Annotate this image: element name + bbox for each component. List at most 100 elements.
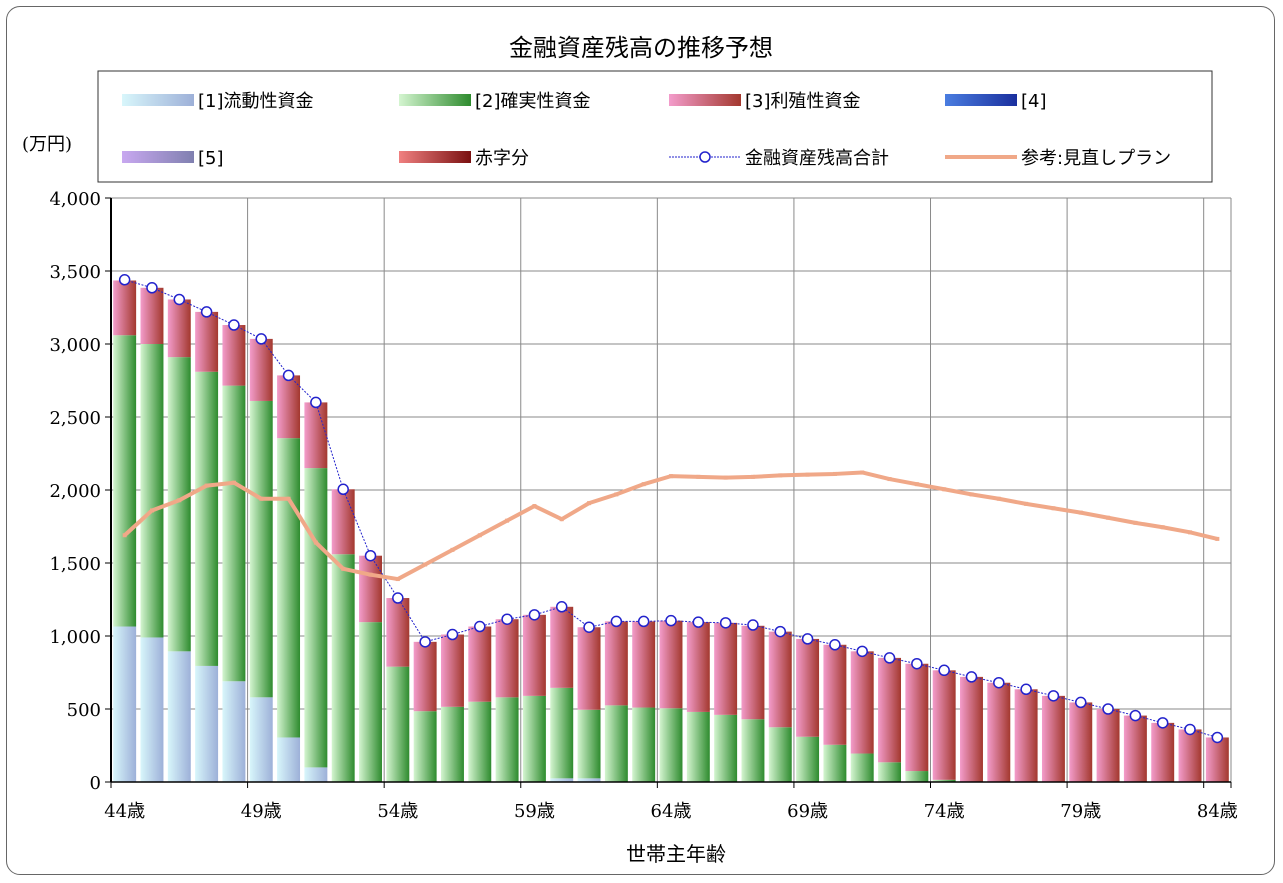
legend-item: [4] — [945, 91, 1047, 112]
bar-segment — [577, 778, 601, 782]
bar-segment — [331, 554, 355, 782]
data-point — [310, 396, 322, 409]
data-point — [204, 483, 209, 488]
data-point — [938, 664, 950, 677]
line-series — [122, 470, 1220, 582]
bar-segment — [140, 287, 164, 344]
legend-swatch — [122, 94, 194, 106]
data-point — [313, 540, 318, 545]
bar-segment — [987, 682, 1011, 782]
x-tick-label: 79歳 — [1060, 801, 1101, 822]
legend-swatch — [945, 94, 1017, 106]
bar-segment — [304, 402, 328, 469]
x-tick-label: 49歳 — [241, 801, 282, 822]
bar-segment — [277, 737, 301, 782]
data-point — [231, 480, 236, 485]
data-point — [778, 473, 783, 478]
bar-segment — [932, 670, 956, 780]
legend-label: [4] — [1021, 91, 1047, 112]
bar-segment — [1041, 695, 1065, 782]
data-point — [1051, 506, 1056, 511]
bar-segment — [1096, 709, 1120, 782]
bar-segment — [249, 400, 273, 698]
data-point — [228, 319, 240, 331]
bar-segment — [522, 614, 546, 696]
legend-item: [2]確実性資金 — [399, 91, 591, 112]
bar-segment — [413, 711, 437, 782]
bar-segment — [632, 621, 656, 708]
data-point — [1129, 709, 1142, 722]
legend-swatch — [122, 151, 194, 163]
bar-segment — [768, 631, 792, 728]
data-point — [774, 625, 787, 638]
data-point — [914, 482, 919, 487]
data-point — [1024, 501, 1029, 506]
data-point — [395, 577, 400, 582]
data-point — [341, 566, 346, 571]
x-tick-label: 69歳 — [787, 801, 828, 822]
bar-segment — [195, 371, 219, 666]
legend-swatch — [399, 94, 471, 106]
data-point — [1106, 515, 1111, 520]
data-point — [750, 474, 755, 479]
data-point — [1078, 510, 1083, 515]
bar-segment — [905, 771, 929, 782]
data-point — [1102, 703, 1114, 715]
bar-segment — [632, 707, 656, 782]
data-point — [118, 274, 131, 286]
data-point — [1184, 723, 1196, 736]
bar-segment — [167, 357, 191, 652]
bar-segment — [741, 719, 765, 782]
data-point — [996, 496, 1001, 501]
data-point — [692, 616, 705, 628]
series-line — [124, 279, 1218, 738]
y-tick-label: 4,000 — [49, 189, 101, 210]
data-point — [856, 645, 868, 658]
data-point — [364, 549, 377, 562]
bar-segment — [495, 697, 519, 782]
y-tick-label: 500 — [67, 700, 101, 721]
data-point — [282, 369, 295, 382]
data-point — [122, 533, 127, 538]
x-tick-label: 84歳 — [1197, 801, 1238, 822]
data-point — [259, 496, 264, 501]
y-tick-label: 1,500 — [49, 554, 101, 575]
bar-segment — [468, 626, 492, 702]
legend-label: [2]確実性資金 — [475, 91, 591, 112]
x-tick-label: 44歳 — [104, 801, 145, 822]
legend-label: 金融資産残高合計 — [745, 148, 889, 169]
bar-segment — [222, 325, 246, 386]
bar-segment — [659, 620, 683, 709]
legend-box — [97, 70, 1213, 183]
chart-title: 金融資産残高の推移予想 — [509, 34, 773, 62]
data-point — [501, 613, 513, 625]
legend-label: 参考:見直しプラン — [1021, 148, 1171, 169]
bar-segment — [359, 622, 382, 782]
legend-item: 金融資産残高合計 — [669, 148, 889, 169]
legend-label: [1]流動性資金 — [198, 91, 314, 112]
y-tick-label: 2,500 — [49, 408, 101, 429]
data-point — [286, 496, 291, 501]
bar-segment — [714, 622, 738, 715]
bar-segment — [550, 778, 574, 782]
bar-segment — [249, 697, 273, 782]
data-point — [587, 501, 592, 506]
data-point — [173, 293, 186, 306]
bar-segment — [140, 344, 164, 638]
legend-swatch-marker — [699, 151, 711, 163]
bar-segment — [440, 706, 464, 782]
data-point — [942, 487, 947, 492]
data-point — [555, 601, 568, 613]
legend-label: [5] — [198, 148, 224, 169]
bar-segment — [850, 651, 874, 754]
data-point — [149, 508, 154, 513]
data-point — [883, 652, 896, 664]
legend-label: [3]利殖性資金 — [745, 90, 861, 112]
bar-segment — [495, 619, 519, 698]
bar-segment — [577, 627, 601, 710]
legend-item: 赤字分 — [399, 148, 529, 169]
data-point — [368, 572, 373, 577]
x-tick-label: 59歳 — [514, 801, 555, 822]
bar-segment — [386, 666, 410, 782]
